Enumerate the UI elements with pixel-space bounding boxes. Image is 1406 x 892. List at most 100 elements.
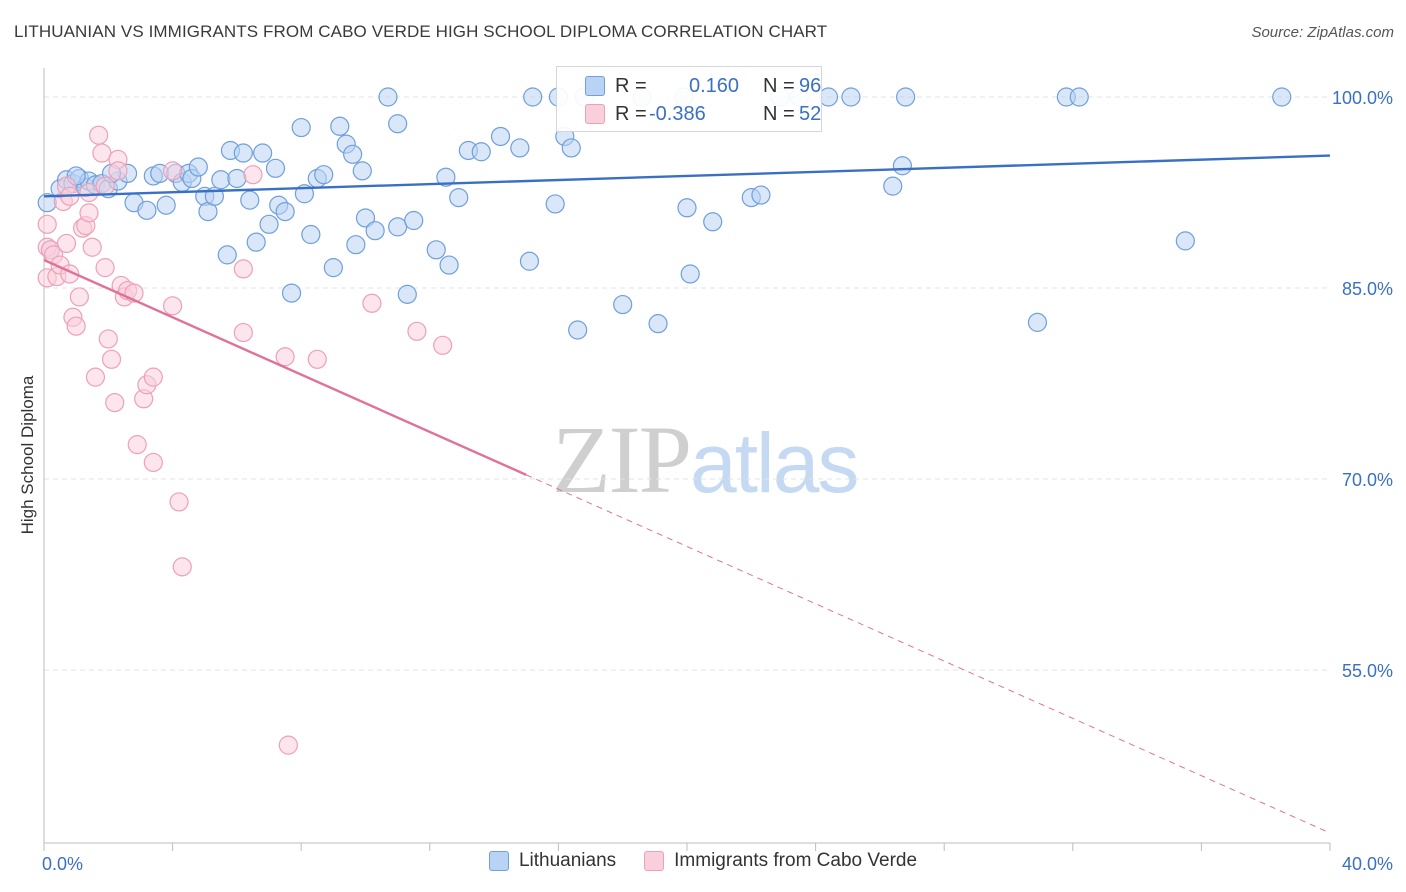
point-lithuanian (355, 208, 376, 228)
point-lithuanian (291, 117, 311, 138)
point-cabo-verde (82, 237, 102, 257)
point-lithuanian (613, 294, 633, 315)
point-lithuanian (156, 195, 176, 215)
point-cabo-verde (233, 259, 253, 279)
stats-box: R = 0.160 N = 96 R = -0.386 N = 52 (556, 66, 822, 132)
point-lithuanian (211, 170, 231, 190)
point-lithuanian (253, 143, 273, 163)
point-lithuanian (449, 187, 469, 208)
point-cabo-verde (69, 287, 89, 307)
point-lithuanian (330, 116, 350, 136)
point-lithuanian (523, 87, 543, 107)
point-cabo-verde (275, 347, 295, 367)
point-lithuanian (436, 167, 456, 187)
point-lithuanian (568, 320, 588, 340)
point-lithuanian (301, 224, 321, 245)
point-lithuanian (471, 142, 491, 162)
point-cabo-verde (233, 322, 253, 343)
point-cabo-verde (92, 143, 112, 163)
point-lithuanian (510, 138, 530, 158)
legend-label: Lithuanians (518, 850, 617, 871)
point-cabo-verde (79, 182, 99, 203)
point-lithuanian (490, 126, 511, 147)
point-lithuanian (188, 157, 208, 177)
point-cabo-verde (37, 214, 57, 234)
point-lithuanian (545, 194, 565, 214)
point-cabo-verde (95, 176, 115, 196)
legend: Lithuanians Immigrants from Cabo Verde (0, 850, 1406, 872)
point-lithuanian (404, 210, 424, 231)
point-lithuanian (217, 245, 237, 265)
point-lithuanian (314, 165, 334, 185)
point-cabo-verde (433, 335, 453, 355)
y-axis-title: High School Diploma (18, 375, 37, 534)
point-lithuanian (561, 138, 581, 158)
stats-n-value: 52 (799, 102, 822, 125)
point-lithuanian (265, 158, 286, 178)
point-lithuanian (519, 251, 540, 271)
point-lithuanian (397, 284, 417, 304)
point-lithuanian (343, 144, 363, 164)
point-lithuanian (1272, 87, 1292, 107)
point-cabo-verde (85, 367, 106, 387)
stats-n-label: N = (763, 102, 795, 125)
point-lithuanian (426, 240, 446, 260)
point-lithuanian (883, 176, 903, 196)
point-lithuanian (388, 114, 408, 134)
point-cabo-verde (105, 393, 125, 413)
y-tick-label: 100.0% (1332, 88, 1393, 108)
point-cabo-verde (307, 349, 327, 369)
point-cabo-verde (66, 316, 86, 336)
watermark: ZIPatlas (552, 404, 859, 515)
legend-swatch-blue (488, 851, 509, 871)
point-cabo-verde (101, 349, 122, 369)
point-cabo-verde (79, 203, 99, 223)
x-tick-label: 0.0% (42, 854, 83, 874)
point-lithuanian (841, 87, 861, 107)
point-cabo-verde (143, 452, 163, 473)
source-label: Source: ZipAtlas.com (1251, 24, 1394, 41)
stats-r-label: R = (615, 102, 647, 125)
point-lithuanian (233, 143, 253, 163)
point-lithuanian (365, 221, 385, 241)
point-lithuanian (378, 87, 398, 107)
stats-r-label: R = (615, 74, 647, 97)
point-cabo-verde (98, 329, 118, 349)
stats-n-value: 96 (799, 74, 822, 97)
legend-item-cabo-verde: Immigrants from Cabo Verde (644, 850, 917, 872)
legend-swatch-pink (644, 851, 665, 871)
point-lithuanian (323, 258, 343, 278)
point-lithuanian (259, 214, 279, 234)
point-cabo-verde (163, 296, 183, 316)
point-lithuanian (246, 232, 266, 252)
point-lithuanian (892, 156, 913, 176)
point-lithuanian (680, 264, 700, 284)
point-lithuanian (896, 87, 916, 107)
point-lithuanian (388, 217, 408, 237)
point-lithuanian (281, 283, 302, 303)
stats-swatch-blue (585, 76, 605, 96)
point-lithuanian (227, 168, 247, 189)
point-cabo-verde (143, 367, 163, 387)
point-lithuanian (677, 198, 697, 218)
trend-line-cabo-verde (43, 258, 527, 476)
point-lithuanian (703, 212, 723, 232)
x-tick-label: 40.0% (1342, 854, 1393, 874)
stats-r-value: 0.160 (689, 74, 740, 97)
point-lithuanian (818, 87, 839, 107)
point-lithuanian (240, 190, 260, 210)
point-cabo-verde (127, 435, 147, 455)
point-cabo-verde (95, 258, 115, 278)
point-lithuanian (275, 202, 295, 222)
point-cabo-verde (172, 557, 192, 577)
y-tick-label: 85.0% (1342, 279, 1393, 299)
point-lithuanian (439, 255, 459, 275)
point-lithuanian (1175, 231, 1195, 251)
point-cabo-verde (108, 161, 128, 181)
point-lithuanian (346, 235, 366, 255)
point-lithuanian (1069, 87, 1089, 107)
legend-item-lithuanians: Lithuanians (488, 850, 617, 872)
stats-r-value: -0.386 (649, 102, 706, 125)
trend-line-dashed-cabo-verde (526, 474, 1331, 834)
